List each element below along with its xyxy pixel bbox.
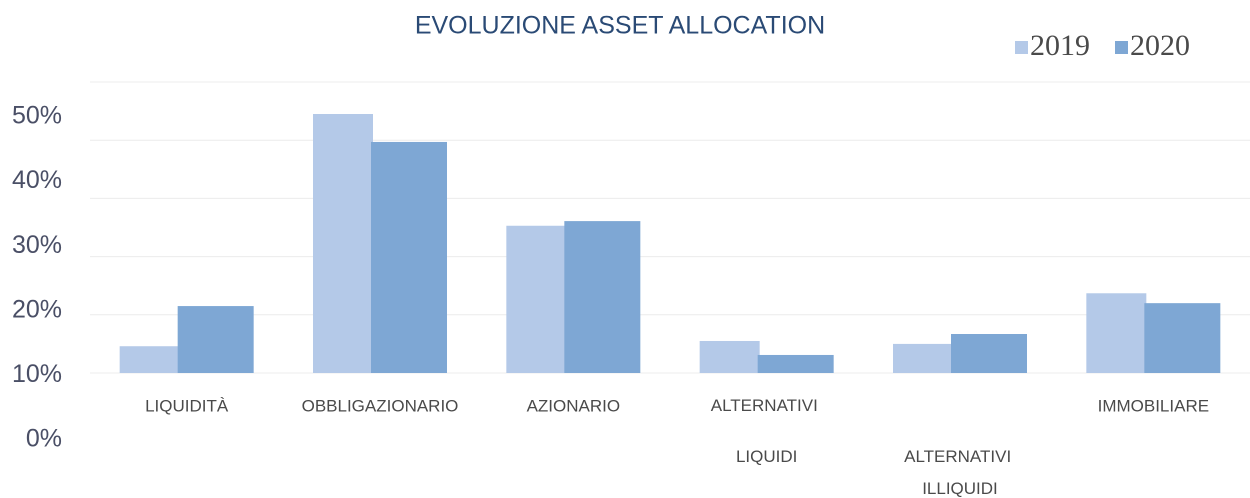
y-tick-label: 0% — [26, 425, 62, 453]
x-tick-label: OBBLIGAZIONARIO — [302, 396, 459, 415]
bar — [757, 354, 834, 373]
x-tick-label: AZIONARIO — [527, 396, 621, 415]
legend-swatch — [1115, 41, 1128, 54]
x-tick-label: ALTERNATIVI ILLIQUIDI — [904, 447, 1016, 498]
y-tick-label: 20% — [12, 295, 62, 323]
legend-label: 2019 — [1030, 29, 1090, 62]
y-tick-label: 10% — [12, 360, 62, 388]
bar — [699, 340, 760, 373]
bar — [177, 306, 254, 373]
bar — [506, 225, 567, 373]
y-tick-label: 50% — [12, 102, 62, 130]
y-tick-label: 30% — [12, 231, 62, 259]
x-tick-label: IMMOBILIARE — [1098, 396, 1209, 415]
bar — [564, 221, 641, 373]
bar — [313, 114, 373, 373]
bar — [1086, 293, 1147, 373]
x-tick-label: LIQUIDITÀ — [145, 396, 229, 415]
bar — [119, 346, 180, 373]
legend-swatch — [1015, 41, 1028, 54]
bar — [951, 334, 1027, 373]
legend-label: 2020 — [1130, 29, 1190, 62]
bar — [1144, 303, 1221, 373]
bar — [893, 343, 953, 373]
chart-title: EVOLUZIONE ASSET ALLOCATION — [415, 12, 825, 40]
y-tick-label: 40% — [12, 166, 62, 194]
x-tick-label: ALTERNATIVI LIQUIDI — [711, 396, 823, 466]
bar — [371, 141, 447, 373]
